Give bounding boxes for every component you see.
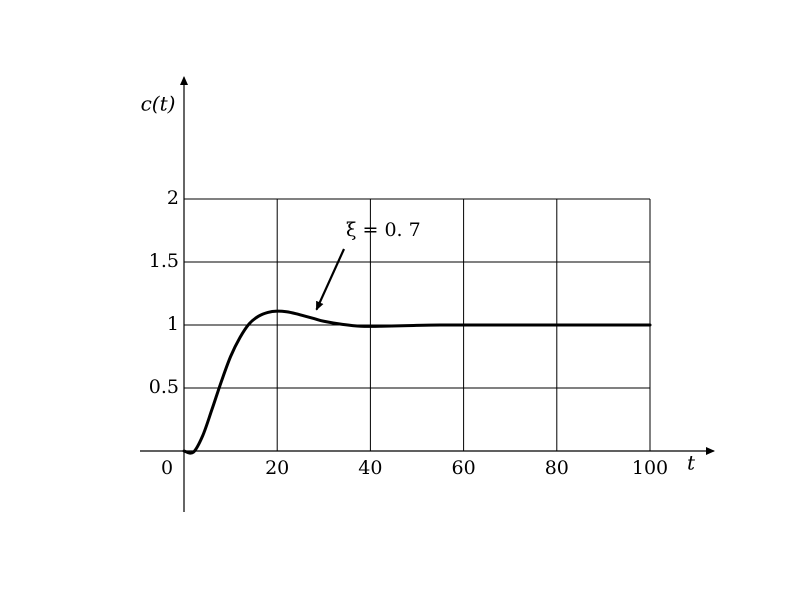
annotation-group: ξ = 0. 7 [315, 219, 421, 311]
series-line-0 [182, 309, 652, 455]
axes [140, 76, 715, 512]
y-tick-label-3: 2 [167, 187, 179, 209]
annotation-label: ξ = 0. 7 [346, 219, 421, 241]
series-group [182, 309, 652, 455]
y-tick-label-0: 0.5 [149, 376, 179, 398]
x-tick-label-4: 80 [545, 457, 569, 479]
x-tick-label-0: 0 [161, 457, 173, 479]
x-tick-label-1: 20 [265, 457, 289, 479]
tick-labels: 0 20 40 60 80 100 0.5 1 1.5 2 [149, 187, 668, 479]
annotation-arrow [315, 248, 346, 311]
y-tick-label-1: 1 [167, 313, 179, 335]
x-tick-label-2: 40 [358, 457, 382, 479]
y-axis-label: c(t) [141, 92, 176, 116]
y-tick-label-2: 1.5 [149, 250, 179, 272]
x-axis-label: t [687, 451, 696, 475]
x-tick-label-5: 100 [632, 457, 668, 479]
x-tick-label-3: 60 [452, 457, 476, 479]
